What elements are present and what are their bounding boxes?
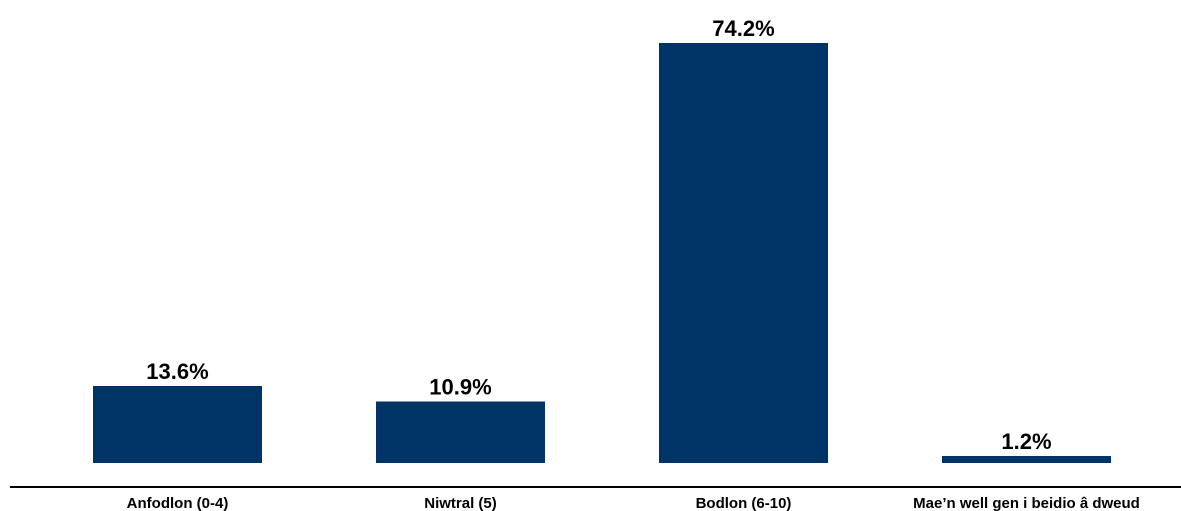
bar-4 <box>942 456 1111 463</box>
bar-3 <box>659 43 828 463</box>
value-label-3: 74.2% <box>712 16 774 41</box>
bars-group <box>93 43 1111 463</box>
category-label-1: Anfodlon (0-4) <box>127 495 229 511</box>
bar-1 <box>93 386 262 463</box>
value-labels-group: 13.6% 10.9% 74.2% 1.2% <box>146 16 1051 454</box>
category-label-3: Bodlon (6-10) <box>696 495 792 511</box>
bar-2 <box>376 401 545 463</box>
category-labels-group: Anfodlon (0-4) Niwtral (5) Bodlon (6-10) Ma… <box>127 495 1140 511</box>
category-label-4: Mae’n well gen i beidio â dweud <box>913 495 1140 511</box>
value-label-1: 13.6% <box>146 359 208 384</box>
category-label-2: Niwtral (5) <box>424 495 497 511</box>
value-label-4: 1.2% <box>1001 429 1051 454</box>
value-label-2: 10.9% <box>429 374 491 399</box>
